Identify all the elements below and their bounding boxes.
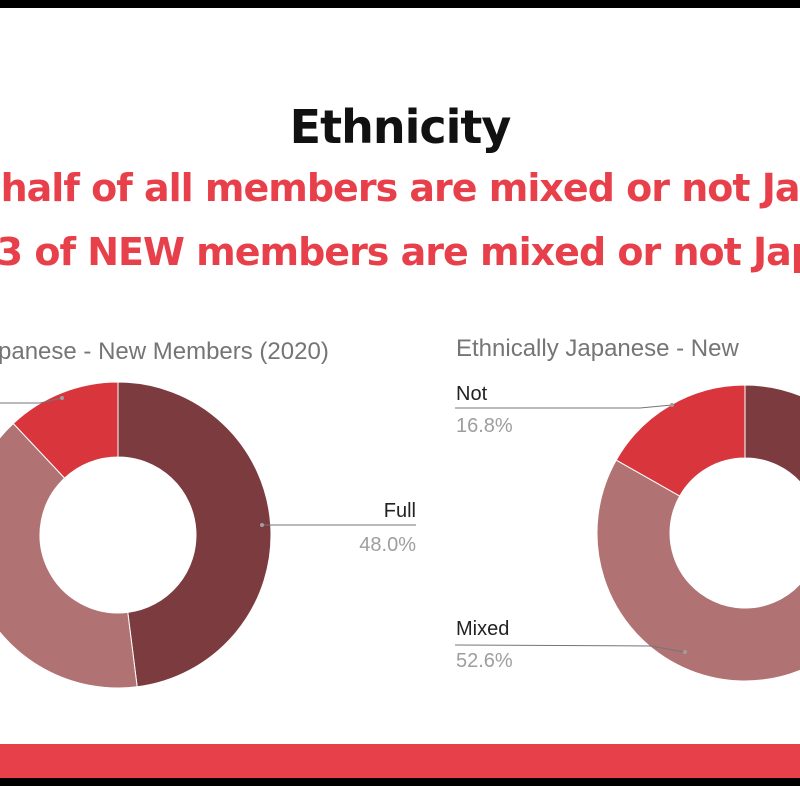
donut-charts: Full 48.0% Not 16.8% Mixed 52.6% — [0, 381, 800, 689]
chart-1-title: panese - New Members (2020) — [0, 338, 329, 365]
chart-1-value-full: 48.0% — [359, 534, 416, 556]
footer-bar — [0, 744, 800, 778]
donut-2-slice-1 — [596, 459, 800, 682]
chart-2-value-mixed: 52.6% — [456, 650, 513, 672]
slide-title: Ethnicity — [289, 100, 512, 154]
chart-labels: Full 48.0% Not 16.8% Mixed 52.6% — [0, 383, 687, 672]
chart-2-not-leader — [455, 404, 673, 409]
chart-2-mixed-leader — [454, 644, 686, 653]
donut-2-slice-2 — [615, 384, 746, 497]
slide: Ethnicity st half of all members are mix… — [0, 8, 800, 778]
donut-chart-1 — [0, 381, 272, 689]
chart-1-not-leader — [0, 397, 63, 404]
donut-chart-2 — [596, 384, 800, 682]
chart-2-value-not: 16.8% — [456, 415, 513, 437]
donut-1-slice-0 — [117, 381, 272, 688]
chart-1-not-leader-dot — [60, 396, 64, 400]
chart-1-label-full: Full — [384, 500, 416, 522]
slide-subtitle-line-1: st half of all members are mixed or not … — [0, 166, 800, 210]
slide-subtitle-line-2: 2/3 of NEW members are mixed or not Japa — [0, 230, 800, 274]
donut-1-slice-1 — [0, 422, 138, 689]
chart-2-not-leader-dot — [670, 403, 674, 407]
chart-2-title: Ethnically Japanese - New — [456, 335, 739, 362]
chart-1-full-leader-dot — [260, 523, 264, 527]
chart-2-label-not: Not — [456, 383, 488, 405]
donut-1-slice-2 — [12, 381, 119, 479]
donut-2-slice-0 — [744, 384, 800, 483]
chart-2-mixed-leader-dot — [683, 650, 687, 654]
chart-2-label-mixed: Mixed — [456, 618, 509, 640]
